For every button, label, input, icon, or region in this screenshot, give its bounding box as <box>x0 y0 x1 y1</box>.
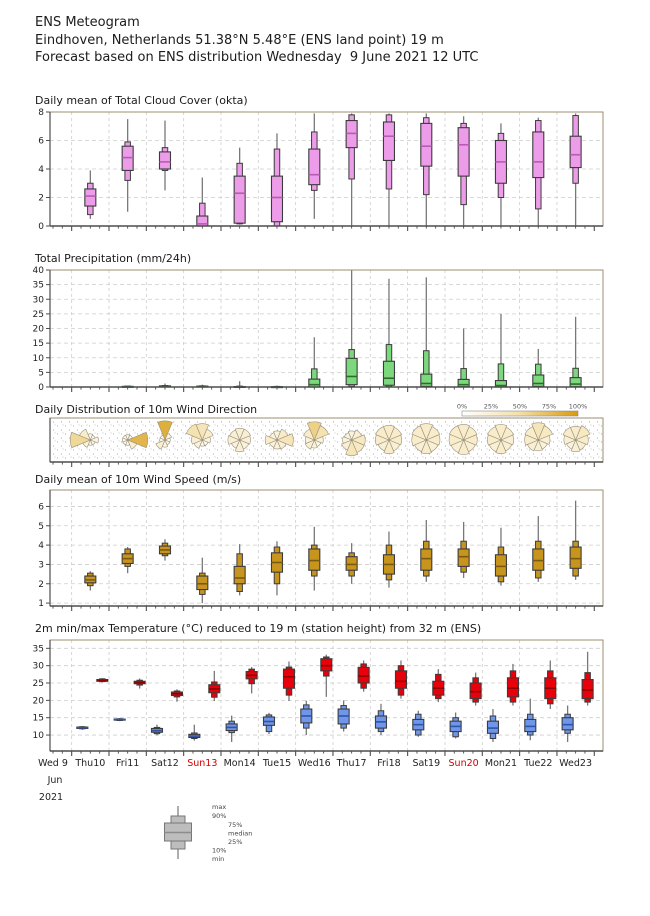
svg-text:0: 0 <box>38 383 44 393</box>
wind-rose-Wed23 <box>562 425 591 453</box>
svg-text:10: 10 <box>33 354 45 364</box>
rose-scale-legend: 0% 25% 50% 75% 100% <box>457 403 587 417</box>
wind-rose-Fri11 <box>122 431 148 450</box>
x-label-Fri18: Fri18 <box>377 758 400 769</box>
x-label-Wed 9: Wed 9 <box>38 758 68 769</box>
x-label-Sat19: Sat19 <box>412 758 440 769</box>
svg-text:35: 35 <box>33 644 44 654</box>
x-label-month: Jun <box>47 775 63 786</box>
x-label-Sat12: Sat12 <box>151 758 179 769</box>
wind-rose-Mon14 <box>227 427 251 453</box>
windrose-panel-title: Daily Distribution of 10m Wind Direction <box>35 403 257 416</box>
cloud-panel: Daily mean of Total Cloud Cover (okta) 0 2… <box>35 94 604 232</box>
wind-rose-Thu17 <box>341 429 366 456</box>
legend-label-min: min <box>212 855 224 863</box>
x-label-Fri11: Fri11 <box>116 758 139 769</box>
wind-panel: Daily mean of 10m Wind Speed (m/s) 1 2 3 4 5 6 <box>35 473 604 611</box>
temp-panel: 2m min/max Temperature (°C) reduced to 1… <box>33 622 604 756</box>
x-label-Wed16: Wed16 <box>298 758 331 769</box>
svg-text:4: 4 <box>38 165 44 175</box>
header-forecast-base: Forecast based on ENS distribution Wedne… <box>35 50 479 65</box>
x-axis-labels: Wed 9 Thu10 Fri11 Sat12 Sun13 Mon14 Tue15 Wed16… <box>38 758 592 803</box>
legend-label-10pct: 10% <box>212 847 226 855</box>
svg-text:25%: 25% <box>484 403 498 411</box>
wind-panel-title: Daily mean of 10m Wind Speed (m/s) <box>35 473 241 486</box>
svg-text:50%: 50% <box>513 403 527 411</box>
wind-rose-Sat12 <box>155 420 173 450</box>
header-location: Eindhoven, Netherlands 51.38°N 5.48°E (E… <box>35 32 444 48</box>
legend-label-90pct: 90% <box>212 812 226 820</box>
legend-label-median: median <box>228 830 252 838</box>
temp-panel-title: 2m min/max Temperature (°C) reduced to 1… <box>35 622 481 635</box>
svg-text:25: 25 <box>33 310 44 320</box>
x-label-Tue15: Tue15 <box>262 758 291 769</box>
wind-rose-Thu10 <box>70 428 99 449</box>
x-label-Sun13: Sun13 <box>187 758 217 769</box>
x-label-Mon14: Mon14 <box>224 758 256 769</box>
precip-panel-title: Total Precipitation (mm/24h) <box>34 252 191 265</box>
svg-text:3: 3 <box>38 560 44 570</box>
svg-text:6: 6 <box>38 502 44 512</box>
svg-text:6: 6 <box>38 137 44 147</box>
header-title: ENS Meteogram <box>35 15 140 30</box>
svg-text:8: 8 <box>38 108 44 118</box>
x-label-Mon21: Mon21 <box>485 758 517 769</box>
legend-label-25pct: 25% <box>228 838 242 846</box>
svg-text:75%: 75% <box>542 403 556 411</box>
x-label-Thu10: Thu10 <box>74 758 105 769</box>
svg-text:10: 10 <box>33 731 45 741</box>
svg-text:15: 15 <box>33 339 44 349</box>
svg-text:20: 20 <box>33 696 45 706</box>
svg-text:0%: 0% <box>457 403 467 411</box>
svg-text:5: 5 <box>38 522 44 532</box>
wind-rose-Tue22 <box>524 422 553 452</box>
x-label-Tue22: Tue22 <box>523 758 552 769</box>
legend-label-75pct: 75% <box>228 821 242 829</box>
legend-label-max: max <box>212 803 226 811</box>
precip-panel: Total Precipitation (mm/24h) 0 5 10 15 20 25 30… <box>33 252 604 393</box>
cloud-panel-title: Daily mean of Total Cloud Cover (okta) <box>35 94 248 107</box>
windrose-panel: Daily Distribution of 10m Wind Direction… <box>35 403 604 467</box>
wind-rose-Sun20 <box>448 424 478 455</box>
wind-rose-Sun13 <box>185 423 214 449</box>
svg-text:40: 40 <box>33 266 45 276</box>
x-label-Sun20: Sun20 <box>449 758 479 769</box>
svg-text:4: 4 <box>38 541 44 551</box>
svg-text:30: 30 <box>33 295 45 305</box>
svg-text:20: 20 <box>33 325 45 335</box>
svg-text:100%: 100% <box>569 403 588 411</box>
x-label-year: 2021 <box>39 792 63 803</box>
svg-text:5: 5 <box>38 368 44 378</box>
svg-text:2: 2 <box>38 580 44 590</box>
svg-text:1: 1 <box>38 599 44 609</box>
svg-text:30: 30 <box>33 662 45 672</box>
x-label-Thu17: Thu17 <box>336 758 367 769</box>
wind-rose-Tue15 <box>264 428 294 450</box>
wind-rose-Sat19 <box>411 423 441 454</box>
wind-rose-Wed16 <box>303 421 329 450</box>
svg-text:15: 15 <box>33 714 44 724</box>
wind-rose-Mon21 <box>487 424 514 454</box>
svg-text:2: 2 <box>38 194 44 204</box>
svg-text:35: 35 <box>33 281 44 291</box>
svg-text:25: 25 <box>33 679 44 689</box>
svg-text:0: 0 <box>38 222 44 232</box>
header: ENS Meteogram Eindhoven, Netherlands 51.… <box>35 14 478 67</box>
wind-rose-Fri18 <box>375 425 402 454</box>
x-label-Wed23: Wed23 <box>559 758 592 769</box>
